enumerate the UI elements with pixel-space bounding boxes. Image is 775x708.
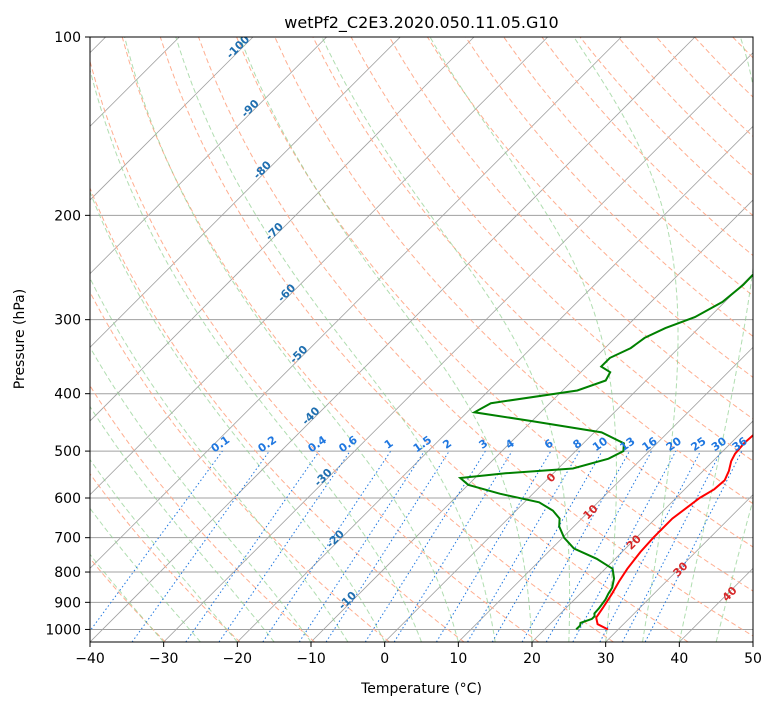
axis-ticks: −40 −30 −20 −10 0 10 20 30 40 50 100 200 300 400 500 60… bbox=[45, 30, 762, 667]
moist-adiabat-line bbox=[239, 37, 533, 642]
mixing-ratio-line bbox=[364, 450, 486, 642]
moist-adiabat-line bbox=[90, 190, 386, 642]
mixing-ratio-line bbox=[545, 450, 653, 642]
isotherm-line bbox=[90, 37, 254, 201]
mixing-ratio-line bbox=[435, 450, 552, 642]
y-tick-label: 100 bbox=[54, 30, 81, 46]
x-axis-label: Temperature (°C) bbox=[360, 681, 482, 697]
moist-adiabat-line bbox=[175, 37, 496, 642]
data-series bbox=[457, 273, 753, 631]
dry-adiabat-line bbox=[350, 37, 753, 462]
x-tick-label: −20 bbox=[223, 651, 253, 667]
isotherm-line bbox=[163, 52, 753, 642]
dry-adiabat-line bbox=[90, 472, 241, 642]
isotherm-line bbox=[605, 494, 753, 642]
y-tick-label: 1000 bbox=[45, 622, 81, 638]
mixing-ratio-line bbox=[218, 450, 351, 642]
moist-adiabat-line bbox=[124, 37, 459, 642]
dry-adiabat-line bbox=[90, 291, 390, 642]
dry-adiabat-line bbox=[90, 384, 316, 642]
x-tick-label: 20 bbox=[523, 651, 541, 667]
dry-adiabat-line bbox=[503, 37, 753, 297]
mixing-ratio-line bbox=[491, 450, 603, 642]
mixing-ratio-line bbox=[325, 450, 450, 642]
isotherm-line bbox=[237, 125, 753, 642]
y-tick-label: 500 bbox=[54, 444, 81, 460]
dry-adiabat-line bbox=[426, 37, 753, 378]
dry-adiabat-line bbox=[90, 59, 540, 642]
moist-adiabat-line bbox=[90, 277, 349, 642]
mixing-ratio-line bbox=[185, 450, 320, 642]
moist-adiabat-line bbox=[678, 37, 753, 642]
dry-adiabat-line bbox=[90, 557, 166, 642]
y-tick-label: 300 bbox=[54, 313, 81, 329]
y-tick-label: 900 bbox=[54, 595, 81, 611]
x-tick-label: 10 bbox=[449, 651, 467, 667]
moist-adiabat-line bbox=[90, 67, 422, 642]
dewpoint-line bbox=[457, 273, 753, 631]
x-tick-label: 0 bbox=[380, 651, 389, 667]
y-tick-label: 400 bbox=[54, 387, 81, 403]
x-tick-label: 30 bbox=[597, 651, 615, 667]
y-tick-label: 200 bbox=[54, 208, 81, 224]
dry-adiabat-line bbox=[90, 186, 465, 642]
isotherm-line bbox=[90, 37, 401, 348]
x-tick-label: 40 bbox=[670, 651, 688, 667]
plot-area bbox=[90, 37, 753, 642]
isotherm-line bbox=[90, 37, 622, 569]
isotherm-line bbox=[90, 37, 548, 496]
x-tick-label: −30 bbox=[149, 651, 179, 667]
mixing-ratio-line bbox=[467, 450, 580, 642]
isotherm-line bbox=[310, 199, 753, 642]
isotherm-line bbox=[90, 37, 327, 275]
moist-adiabat-line bbox=[715, 498, 753, 642]
y-tick-label: 600 bbox=[54, 491, 81, 507]
dry-adiabat-line bbox=[198, 37, 753, 637]
isotherm-line bbox=[458, 346, 753, 642]
x-tick-label: −10 bbox=[296, 651, 326, 667]
mixing-ratio-line bbox=[572, 450, 677, 642]
isotherm-line bbox=[384, 273, 753, 642]
moist-adiabat-line bbox=[90, 405, 275, 642]
plot-frame bbox=[89, 36, 754, 643]
isotherm-line bbox=[531, 420, 753, 642]
x-tick-label: 50 bbox=[744, 651, 762, 667]
y-tick-label: 800 bbox=[54, 565, 81, 581]
x-tick-label: −40 bbox=[75, 651, 105, 667]
mixing-ratio-line bbox=[521, 450, 630, 642]
moist-adiabat-line bbox=[573, 37, 679, 642]
moist-adiabat-line bbox=[90, 458, 238, 642]
y-tick-label: 700 bbox=[54, 531, 81, 547]
mixing-ratio-line bbox=[393, 450, 513, 642]
dry-adiabat-line bbox=[236, 37, 753, 592]
temperature-line bbox=[595, 433, 753, 631]
moist-adiabat-line bbox=[429, 37, 617, 642]
chart-title: wetPf2_C2E3.2020.050.11.05.G10 bbox=[284, 13, 558, 33]
y-axis-label: Pressure (hPa) bbox=[12, 289, 28, 389]
dry-adiabat-line bbox=[159, 37, 689, 642]
dry-adiabat-line bbox=[121, 37, 614, 642]
isotherm-line bbox=[90, 37, 475, 422]
moist-adiabat-line bbox=[90, 346, 312, 642]
